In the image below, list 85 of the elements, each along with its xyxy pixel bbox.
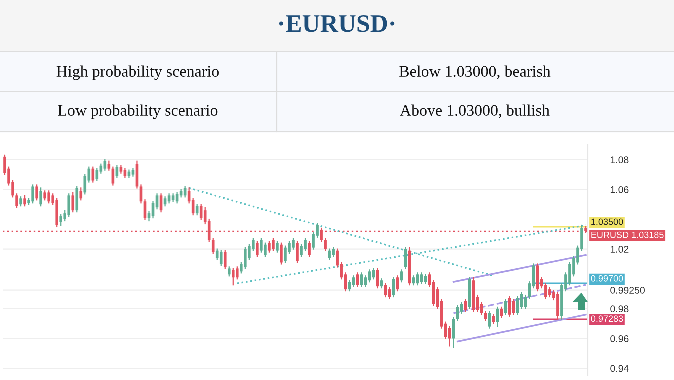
candlestick — [36, 184, 38, 201]
candlestick — [292, 238, 295, 250]
candlestick — [268, 241, 271, 253]
candlestick — [360, 272, 364, 288]
ref-line-label: 0.97283 — [591, 316, 624, 322]
text: High probability scenario — [56, 66, 220, 80]
candlestick — [328, 248, 331, 260]
candlestick — [464, 299, 468, 312]
candlestick — [488, 311, 492, 329]
candlestick — [508, 296, 512, 317]
y-tick-label: 1.08 — [610, 156, 629, 164]
candlestick — [272, 238, 275, 252]
candlestick — [216, 248, 219, 260]
candlestick — [504, 299, 508, 316]
candlestick — [520, 292, 524, 310]
candlestick — [416, 272, 420, 286]
ref-line-label: EURUSD 1.03185 — [592, 232, 664, 238]
candlestick — [524, 294, 528, 310]
candlestick — [352, 276, 355, 288]
candlestick — [144, 200, 147, 220]
candlestick — [392, 277, 396, 298]
candlestick — [60, 214, 62, 226]
candlestick — [372, 268, 376, 280]
candlestick — [516, 296, 520, 316]
candlestick — [276, 241, 279, 253]
candlestick — [264, 242, 267, 258]
candlestick — [500, 306, 504, 318]
candlestick — [324, 238, 327, 252]
candlestick — [400, 270, 404, 283]
candlestick — [224, 250, 227, 270]
candlestick — [68, 194, 71, 218]
candlestick — [160, 194, 163, 213]
candlestick — [368, 270, 372, 283]
candlestick — [496, 306, 500, 328]
y-tick-label: 0.98 — [610, 306, 629, 313]
candlestick — [568, 262, 572, 286]
candlestick — [320, 228, 323, 242]
candlestick — [72, 192, 75, 213]
candlestick — [536, 264, 540, 292]
text: Low probability scenario — [58, 104, 218, 120]
candlestick — [16, 194, 18, 208]
candlestick — [296, 241, 299, 264]
text: Above 1.03000, bullish — [400, 104, 550, 118]
candlestick — [220, 250, 223, 266]
candlestick — [456, 305, 460, 322]
y-tick-label: 1.06 — [610, 186, 629, 194]
y-tick-label: 1.02 — [610, 246, 629, 253]
candlestick — [348, 280, 351, 292]
candlestick — [364, 276, 368, 288]
candlestick — [92, 166, 95, 183]
candlestick — [556, 292, 560, 320]
candlestick — [24, 195, 26, 207]
candlestick — [256, 241, 259, 258]
candlestick — [376, 268, 380, 289]
text: Below 1.03000, bearish — [400, 66, 551, 80]
candlestick — [32, 184, 34, 204]
candlestick — [260, 238, 263, 253]
candlestick — [284, 246, 287, 264]
y-tick-label: 0.99250 — [610, 287, 645, 294]
candlestick — [304, 238, 307, 252]
ref-line-label: 0.99700 — [591, 275, 624, 282]
candlestick — [116, 165, 119, 178]
candlestick — [396, 276, 400, 292]
candlestick — [212, 238, 215, 254]
candlestick — [244, 247, 247, 270]
candlestick — [236, 266, 239, 280]
candlestick — [96, 168, 99, 182]
candlestick — [280, 242, 283, 265]
candlestick — [512, 299, 516, 316]
candlestick — [40, 188, 42, 207]
y-tick-label: 0.96 — [610, 335, 629, 342]
candlestick — [356, 272, 360, 288]
chart-title: ·EURUSD· — [279, 15, 395, 32]
candlestick — [48, 190, 50, 204]
candlestick — [308, 241, 311, 258]
candlestick — [140, 184, 143, 204]
ref-line-label: 1.03500 — [592, 218, 624, 226]
candlestick — [80, 188, 83, 201]
y-tick-label: 0.94 — [610, 365, 629, 372]
candlestick — [384, 283, 388, 298]
candlestick — [200, 204, 203, 220]
candlestick — [300, 244, 303, 258]
candlestick — [544, 283, 548, 300]
candlestick — [76, 186, 79, 213]
candlestick — [232, 268, 235, 286]
